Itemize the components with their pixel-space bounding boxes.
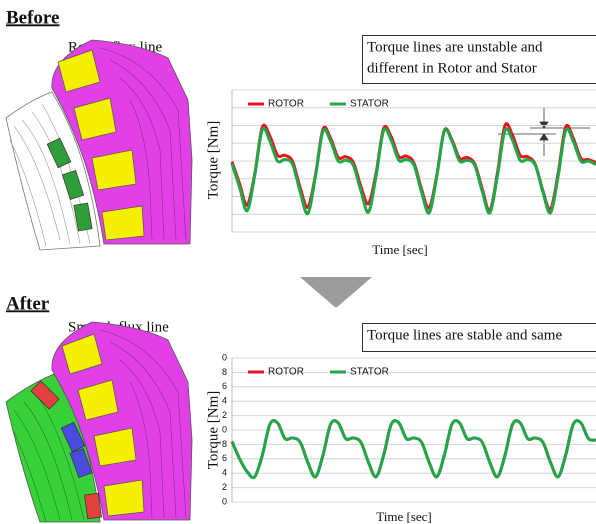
motor-diagram [6,40,192,250]
annotation: different in Rotor and Stator [367,60,537,76]
legend-label: ROTOR [268,99,304,110]
series-line [232,128,596,214]
y-tick-label: 2 [222,482,227,492]
y-tick-label: 0 [222,352,227,362]
legend-label: STATOR [350,99,389,110]
y-axis-title: Torque [Nm] [205,391,221,470]
y-tick-label: 8 [222,439,227,449]
x-axis-title: Time [sec] [376,509,432,524]
annotation: Torque lines are unstable and [367,39,543,55]
y-tick-label: 0 [222,496,227,506]
annotation: Torque lines are stable and same [367,327,562,343]
y-tick-label: 6 [222,453,227,463]
series-line [232,421,596,478]
y-tick-label: 0 [222,424,227,434]
y-tick-label: 2 [222,410,227,420]
chart: Torque lines are stable and same 0 8 6 4 2 0 8 6… [205,324,596,524]
y-tick-label: 8 [222,367,227,377]
transition-arrow [300,277,372,308]
section-heading: Before [6,7,59,28]
motor-diagram [6,322,192,522]
x-axis-title: Time [sec] [372,242,428,257]
y-tick-label: 6 [222,381,227,391]
figure: Before Rough flux line After Smooth flux… [0,0,596,524]
chart: Torque lines are unstable and different i… [205,36,596,257]
section-heading: After [6,293,50,314]
y-tick-label: 4 [222,468,227,478]
series-line [232,421,596,478]
y-tick-label: 4 [222,396,227,406]
legend-label: STATOR [350,367,389,378]
y-axis-title: Torque [Nm] [205,121,221,200]
legend-label: ROTOR [268,367,304,378]
page: { "before": {"heading": "Before", "capti… [0,0,596,524]
